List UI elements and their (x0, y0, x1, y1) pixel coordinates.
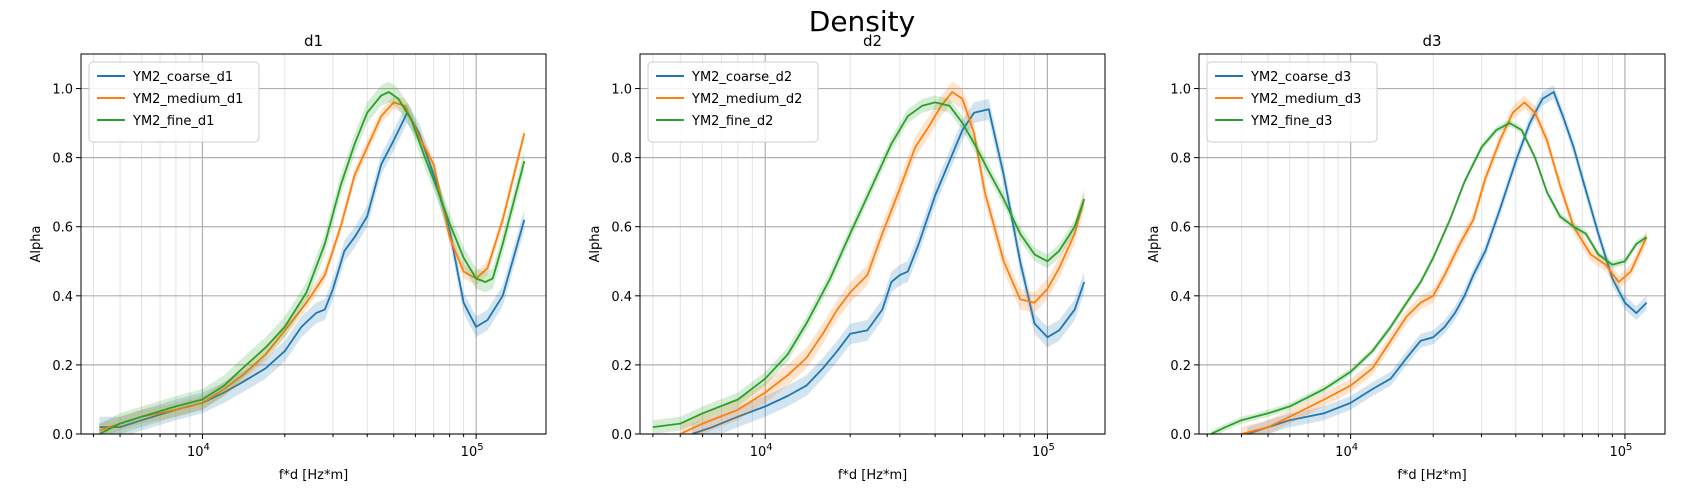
legend: YM2_coarse_d2 YM2_medium_d2 YM2_fine_d2 (647, 61, 819, 143)
series-line-YM2_medium_d2 (679, 91, 1086, 434)
legend-label: YM2_coarse_d2 (691, 70, 792, 85)
series-line-YM2_fine_d3 (1210, 122, 1648, 434)
major-grid (640, 54, 1105, 435)
y-tick-label: 0.4 (52, 290, 73, 305)
y-tick-label: 0.8 (52, 152, 73, 167)
x-tick-label: 104 (750, 442, 773, 460)
legend-label: YM2_fine_d2 (691, 114, 773, 129)
legend-label: YM2_coarse_d1 (132, 70, 233, 85)
series-band-YM2_fine_d3 (1211, 119, 1647, 434)
y-tick-label: 0.8 (1170, 152, 1191, 167)
y-tick-label: 0.2 (52, 359, 73, 374)
axes-frame (1198, 53, 1666, 435)
x-tick-exp: 4 (204, 442, 210, 453)
y-tick-label: 0.6 (1170, 221, 1191, 236)
y-tick-label: 0.2 (611, 359, 632, 374)
plot-area (1210, 85, 1648, 434)
x-tick-base: 10 (461, 445, 478, 460)
x-tick-label: 104 (1335, 442, 1358, 460)
x-tick-exp: 4 (766, 442, 772, 453)
y-tick-label: 0.8 (611, 152, 632, 167)
y-tick-label: 0.0 (52, 428, 73, 443)
y-tick-label: 0.6 (52, 221, 73, 236)
chart-title: d3 (1422, 32, 1441, 50)
x-tick-label: 105 (461, 442, 484, 460)
y-tick-label: 0.2 (1170, 359, 1191, 374)
y-tick-label: 0.6 (611, 221, 632, 236)
x-tick-exp: 5 (1626, 442, 1632, 453)
x-axis-label: f*d [Hz*m] (1397, 468, 1466, 483)
series-line-YM2_medium_d3 (1241, 101, 1648, 434)
series-band-YM2_medium_d1 (99, 95, 525, 434)
x-tick-exp: 4 (1352, 442, 1358, 453)
series-line-YM2_fine_d1 (98, 91, 526, 434)
y-tick-label: 0.0 (1170, 428, 1191, 443)
legend-label: YM2_medium_d1 (132, 92, 243, 107)
legend-label: YM2_medium_d2 (691, 92, 802, 107)
y-axis-label: Alpha (1147, 226, 1162, 263)
y-tick-label: 0.0 (611, 428, 632, 443)
x-tick-base: 10 (1335, 445, 1352, 460)
series-band-YM2_medium_d3 (1241, 95, 1647, 434)
series-line-YM2_coarse_d1 (99, 111, 526, 429)
legend-label: YM2_fine_d1 (132, 114, 214, 129)
y-axis-label: Alpha (29, 226, 44, 263)
x-tick-exp: 5 (1048, 442, 1054, 453)
x-tick-label: 105 (1032, 442, 1055, 460)
series-line-YM2_coarse_d3 (1247, 91, 1648, 434)
x-axis-label: f*d [Hz*m] (279, 468, 348, 483)
plot-area (98, 81, 526, 434)
y-tick-label: 0.4 (611, 290, 632, 305)
legend-label: YM2_medium_d3 (1250, 92, 1361, 107)
legend-label: YM2_fine_d3 (1250, 114, 1332, 129)
x-axis-label: f*d [Hz*m] (838, 468, 907, 483)
legend-label: YM2_coarse_d3 (1250, 70, 1351, 85)
x-tick-base: 10 (187, 445, 204, 460)
x-tick-label: 104 (187, 442, 210, 460)
y-tick-label: 1.0 (1170, 83, 1191, 98)
x-tick-base: 10 (1609, 445, 1626, 460)
chart-title: d1 (304, 32, 323, 50)
legend-box (88, 61, 260, 143)
plot-area (652, 81, 1086, 434)
series-line-YM2_fine_d2 (652, 101, 1086, 428)
y-tick-label: 1.0 (611, 83, 632, 98)
legend-box (1206, 61, 1378, 143)
legend: YM2_coarse_d3 YM2_medium_d3 YM2_fine_d3 (1206, 61, 1378, 143)
x-tick-base: 10 (1032, 445, 1049, 460)
axes-frame (80, 53, 547, 435)
axes-frame (639, 53, 1106, 435)
legend: YM2_coarse_d1 YM2_medium_d1 YM2_fine_d1 (88, 61, 260, 143)
x-tick-label: 105 (1609, 442, 1632, 460)
y-tick-label: 1.0 (52, 83, 73, 98)
figure-suptitle: Density (809, 5, 915, 38)
x-tick-exp: 5 (477, 442, 483, 453)
y-axis-label: Alpha (588, 226, 603, 263)
series-line-YM2_medium_d1 (99, 101, 526, 432)
x-tick-base: 10 (750, 445, 767, 460)
chart-title: d2 (863, 32, 882, 50)
major-grid (81, 54, 546, 435)
y-tick-label: 0.4 (1170, 290, 1191, 305)
series-line-YM2_coarse_d2 (691, 108, 1086, 434)
legend-box (647, 61, 819, 143)
